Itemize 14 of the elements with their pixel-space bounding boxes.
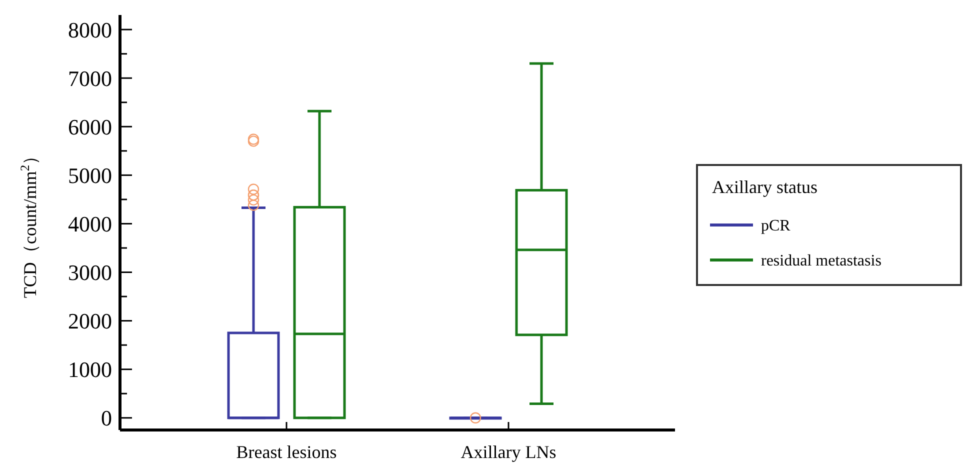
y-tick-label: 8000 — [68, 17, 112, 42]
y-tick-label: 2000 — [68, 308, 112, 334]
x-tick-label: Breast lesions — [236, 442, 337, 462]
legend-label: residual metastasis — [761, 252, 882, 270]
y-tick-label: 7000 — [68, 66, 112, 91]
y-tick-label: 1000 — [68, 357, 112, 382]
y-tick-label: 4000 — [68, 211, 112, 236]
legend-title: Axillary status — [712, 177, 818, 197]
y-tick-label: 0 — [101, 406, 112, 431]
legend-label: pCR — [761, 218, 791, 235]
y-tick-label: 3000 — [68, 260, 112, 285]
y-tick-label: 6000 — [68, 114, 112, 140]
y-tick-label: 5000 — [68, 162, 112, 188]
x-tick-label: Axillary LNs — [460, 442, 556, 462]
